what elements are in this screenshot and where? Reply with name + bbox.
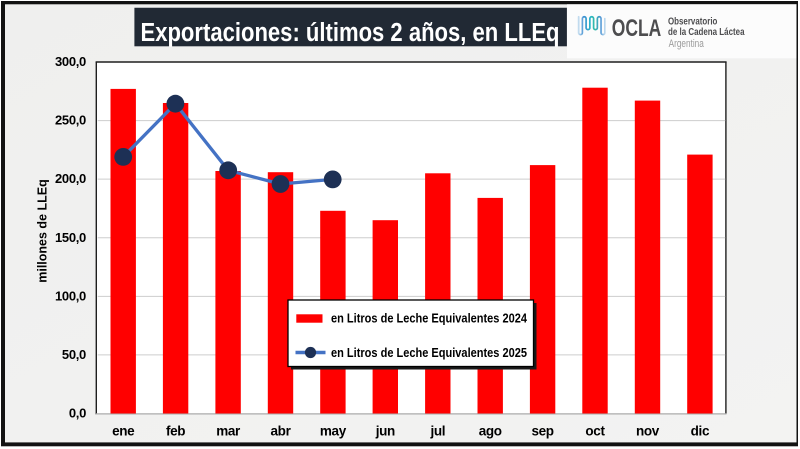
svg-text:oct: oct	[585, 424, 605, 439]
svg-text:de la Cadena Láctea: de la Cadena Láctea	[668, 27, 745, 38]
svg-text:50,0: 50,0	[62, 347, 86, 362]
svg-text:0,0: 0,0	[69, 406, 86, 421]
svg-text:Argentina: Argentina	[669, 38, 704, 50]
svg-text:OCLA: OCLA	[612, 15, 661, 42]
svg-text:nov: nov	[636, 424, 660, 439]
svg-text:150,0: 150,0	[55, 230, 86, 245]
svg-text:Observatorio: Observatorio	[668, 17, 717, 28]
svg-text:dic: dic	[691, 424, 710, 439]
svg-text:may: may	[320, 424, 347, 439]
svg-text:ago: ago	[479, 424, 502, 439]
svg-text:ene: ene	[112, 424, 135, 439]
svg-text:jun: jun	[375, 424, 395, 439]
svg-text:mar: mar	[216, 424, 241, 439]
svg-text:200,0: 200,0	[55, 171, 86, 186]
svg-text:100,0: 100,0	[55, 288, 86, 303]
svg-text:en Litros de Leche Equivalente: en Litros de Leche Equivalentes 2025	[331, 346, 527, 360]
svg-text:sep: sep	[531, 424, 553, 439]
svg-text:millones de LLEq: millones de LLEq	[36, 179, 50, 283]
svg-text:250,0: 250,0	[55, 113, 86, 128]
svg-text:abr: abr	[271, 424, 292, 439]
svg-text:en Litros de Leche Equivalente: en Litros de Leche Equivalentes 2024	[331, 311, 527, 325]
svg-text:jul: jul	[429, 424, 445, 439]
svg-text:feb: feb	[166, 424, 185, 439]
svg-text:300,0: 300,0	[55, 54, 86, 69]
svg-text:Exportaciones: últimos 2 años,: Exportaciones: últimos 2 años, en LLEq	[141, 19, 560, 47]
